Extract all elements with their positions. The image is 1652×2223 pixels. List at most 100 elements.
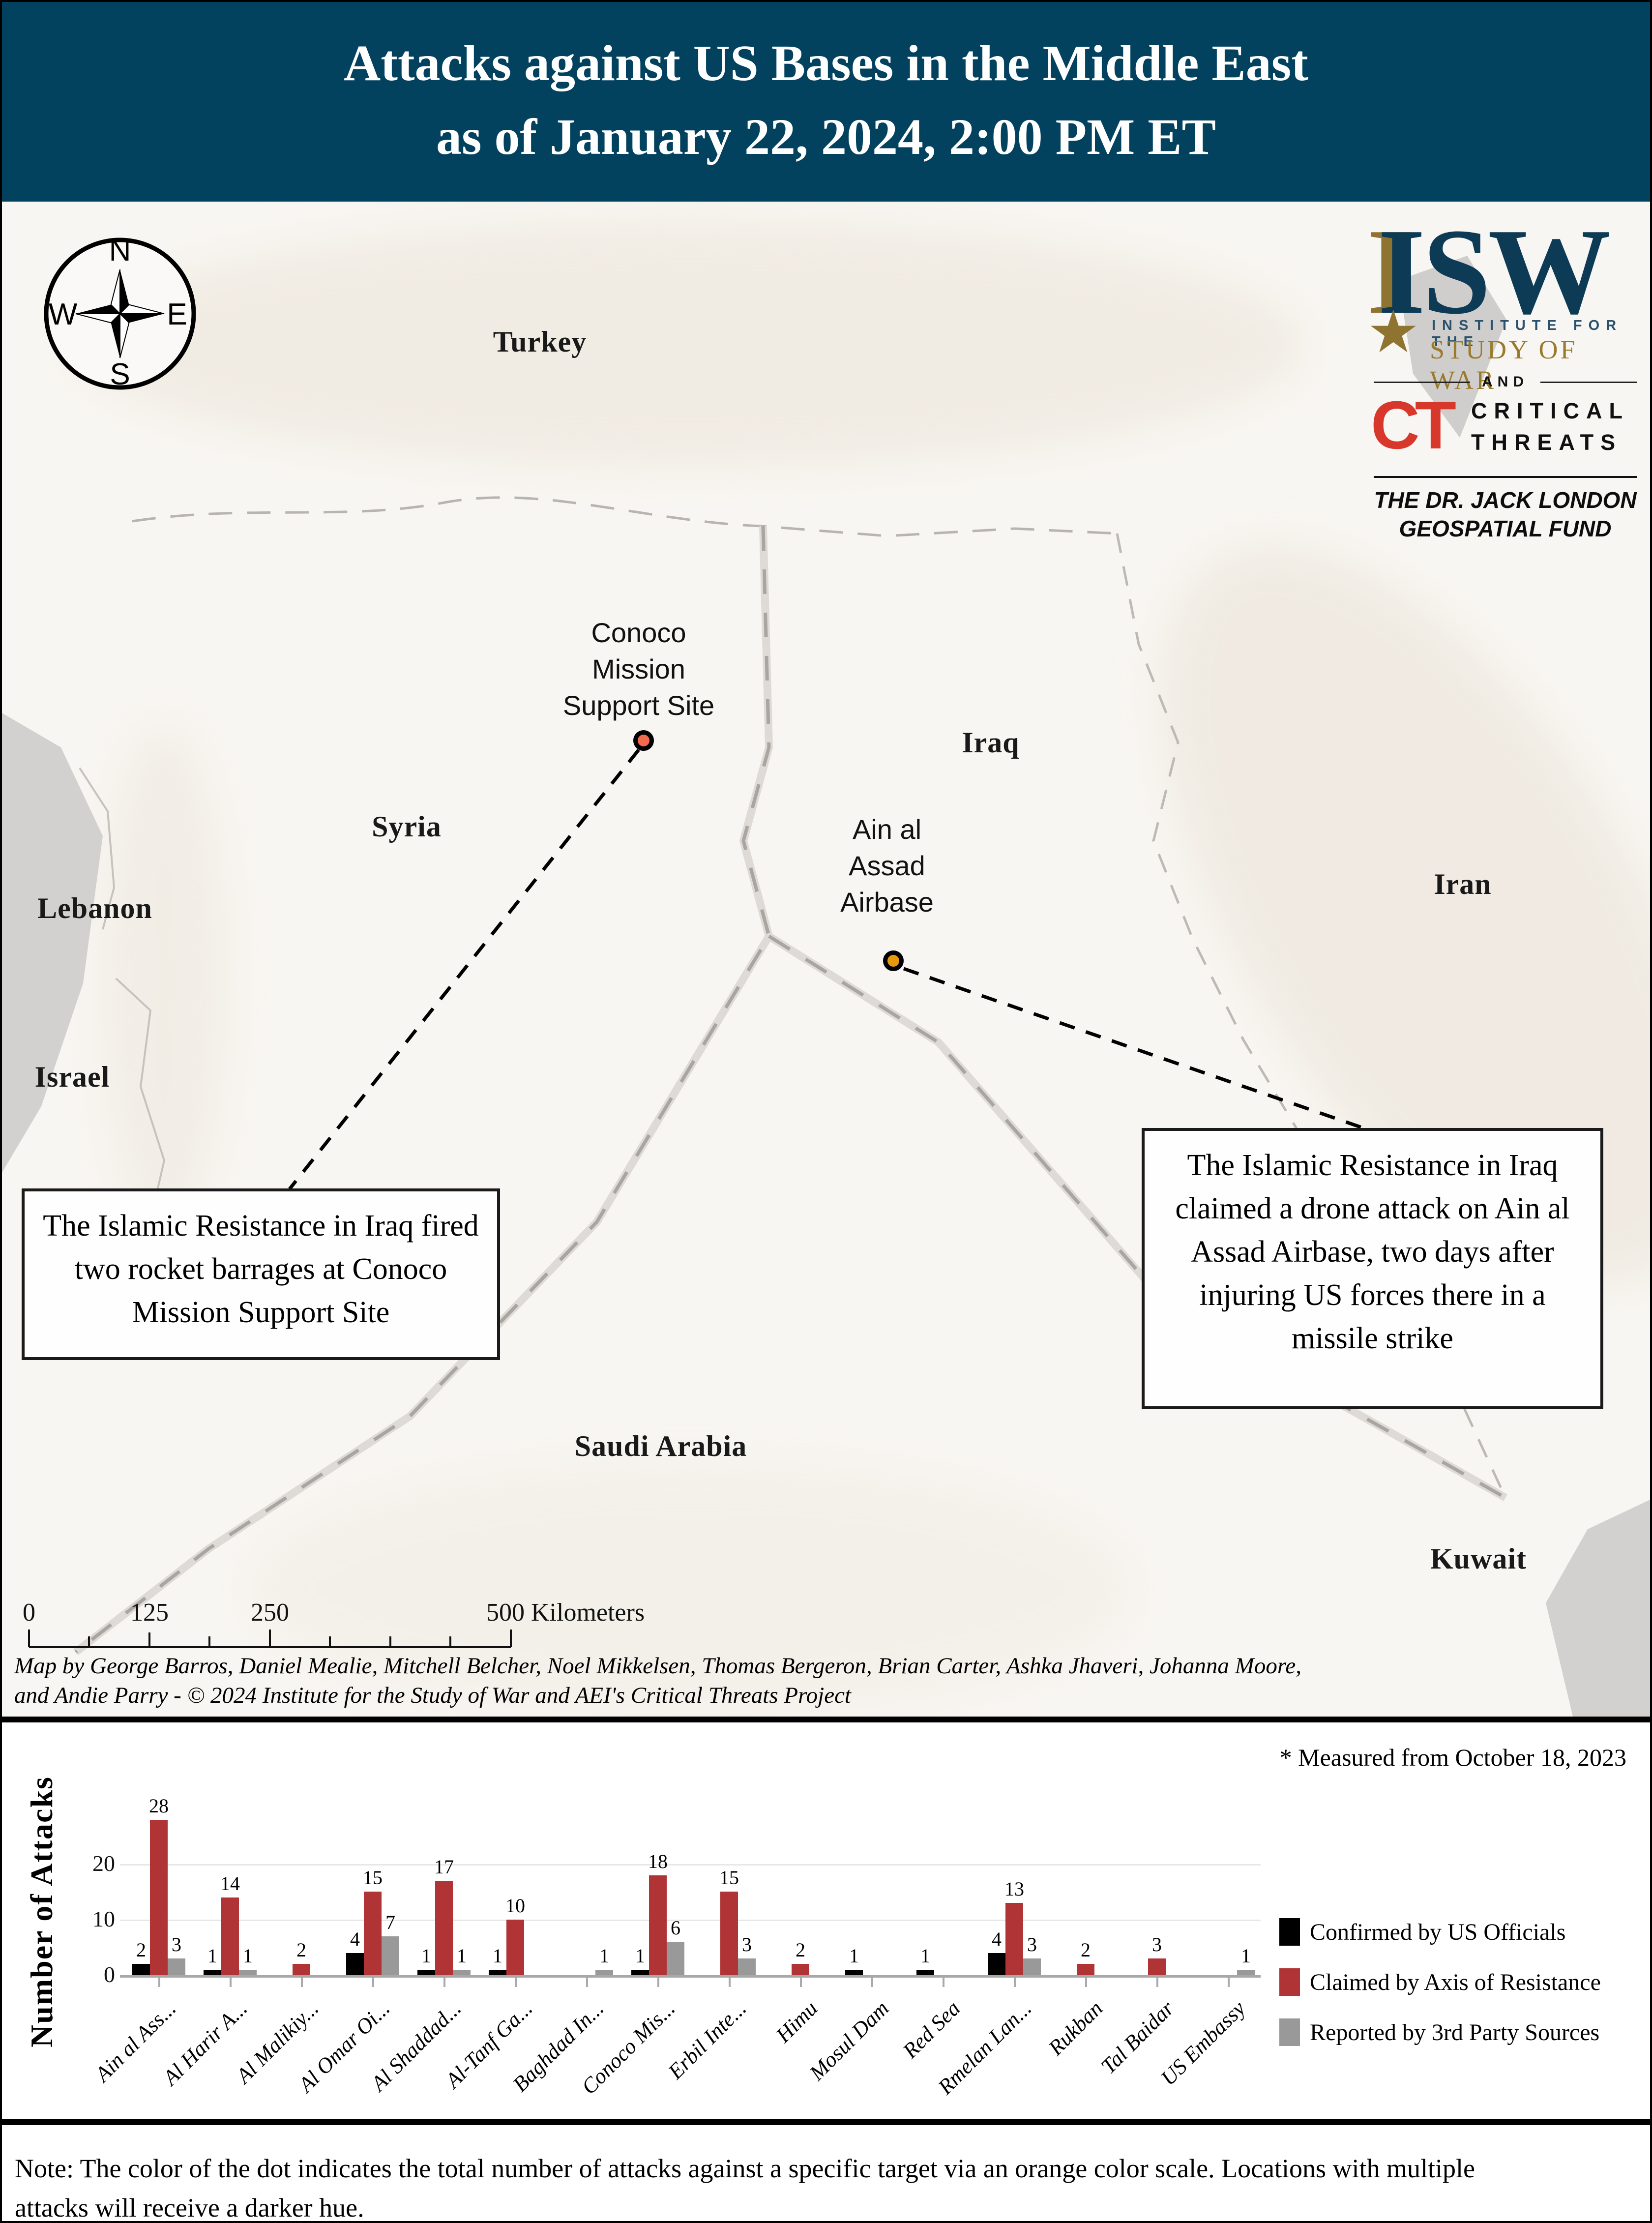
bar-confirmed-by-us-officials-1 [204, 1970, 221, 1975]
bar-reported-by-3rd-party-sources-1 [239, 1970, 257, 1975]
bar-reported-by-3rd-party-sources-8 [738, 1958, 756, 1975]
x-axis-line [120, 1975, 1261, 1978]
country-label-israel: Israel [34, 1061, 110, 1093]
country-label-kuwait: Kuwait [1430, 1542, 1527, 1575]
bar-value-6-2: 1 [599, 1945, 609, 1967]
border-syria-iraq [74, 526, 771, 1654]
bar-reported-by-3rd-party-sources-4 [453, 1970, 471, 1975]
country-label-saudi-arabia: Saudi Arabia [574, 1430, 747, 1462]
ct-threats-text: THREATS [1471, 430, 1622, 455]
x-tick-11 [943, 1977, 944, 1987]
bar-value-8-2: 3 [742, 1933, 752, 1956]
bar-reported-by-3rd-party-sources-6 [595, 1970, 613, 1975]
compass-rose: N E S W [44, 234, 196, 391]
border-iraq-saudi [768, 935, 1506, 1500]
isw-star-icon: ★ [1367, 299, 1420, 365]
bar-claimed-by-axis-of-resistance-14 [1148, 1958, 1166, 1975]
bar-claimed-by-axis-of-resistance-7 [649, 1875, 667, 1975]
bar-reported-by-3rd-party-sources-3 [382, 1936, 399, 1975]
site-label-line: Conoco [591, 617, 686, 648]
bar-claimed-by-axis-of-resistance-4 [435, 1881, 453, 1975]
bar-claimed-by-axis-of-resistance-0 [150, 1820, 168, 1975]
mediterranean-sea [2, 713, 103, 1173]
bar-claimed-by-axis-of-resistance-12 [1005, 1903, 1023, 1975]
country-label-lebanon: Lebanon [37, 892, 152, 924]
bar-reported-by-3rd-party-sources-7 [667, 1942, 684, 1975]
site-label-line: Support Site [562, 690, 715, 721]
y-tick-label-10: 10 [92, 1906, 115, 1931]
legend-swatch-icon [1279, 2018, 1300, 2046]
bar-value-7-1: 18 [648, 1850, 668, 1872]
caspian-sea [1398, 256, 1506, 438]
bar-confirmed-by-us-officials-4 [417, 1970, 435, 1975]
border-lebanon-israel [79, 767, 166, 1221]
chart-footnote: * Measured from October 18, 2023 [1279, 1744, 1626, 1771]
map-base-layer: N E S W [2, 221, 1650, 1717]
compass-letter-e: E [167, 297, 187, 331]
title-line-1: Attacks against US Bases in the Middle E… [344, 35, 1308, 91]
note-box: Note: The color of the dot indicates the… [2, 2119, 1650, 2221]
bar-value-12-0: 4 [992, 1928, 1002, 1950]
callout-assad: The Islamic Resistance in Iraq claimed a… [1142, 1128, 1603, 1409]
x-tick-0 [158, 1977, 160, 1987]
bar-value-4-0: 1 [421, 1945, 431, 1967]
scale-label-0: 0 [23, 1599, 35, 1627]
legend-label: Confirmed by US Officials [1310, 1919, 1566, 1945]
legend-row-claimed-by-axis-of-resistance: Claimed by Axis of Resistance [1279, 1968, 1601, 1996]
x-tick-7 [657, 1977, 659, 1987]
logo-and-text: AND [1482, 374, 1529, 390]
terrain-shade-saudi [248, 1460, 1133, 1716]
bar-value-3-0: 4 [350, 1928, 360, 1950]
logo-rule-left [1374, 381, 1470, 383]
title-line-2: as of January 22, 2024, 2:00 PM ET [436, 109, 1216, 165]
bar-value-12-1: 13 [1004, 1878, 1024, 1900]
site-label-line: Airbase [840, 887, 934, 918]
site-label-line: Mission [592, 653, 685, 684]
bar-value-2-1: 2 [296, 1939, 306, 1961]
x-tick-4 [443, 1977, 445, 1987]
legend-row-reported-by-3rd-party-sources: Reported by 3rd Party Sources [1279, 2018, 1601, 2046]
bar-value-12-2: 3 [1027, 1933, 1037, 1956]
y-tick-label-20: 20 [92, 1851, 115, 1876]
site-dot-0 [633, 730, 654, 751]
bar-value-3-2: 7 [385, 1911, 395, 1933]
x-tick-8 [729, 1977, 731, 1987]
legend-row-confirmed-by-us-officials: Confirmed by US Officials [1279, 1918, 1601, 1946]
bar-value-5-0: 1 [493, 1945, 502, 1967]
map-chart-divider [2, 1717, 1650, 1722]
bar-value-1-1: 14 [220, 1872, 240, 1895]
logo-and-row: AND [1374, 374, 1637, 390]
site-label-0: Conoco Mission Support Site [491, 615, 786, 724]
attribution-line-1: Map by George Barros, Daniel Mealie, Mit… [14, 1653, 1301, 1679]
compass-letter-s: S [110, 357, 130, 391]
site-label-line: Ain al [852, 814, 922, 845]
x-tick-15 [1228, 1977, 1230, 1987]
bar-value-0-1: 28 [149, 1795, 169, 1817]
x-tick-6 [586, 1977, 588, 1987]
note-line-1: Note: The color of the dot indicates the… [15, 2154, 1475, 2183]
bar-claimed-by-axis-of-resistance-13 [1077, 1964, 1094, 1975]
bar-value-1-2: 1 [243, 1945, 253, 1967]
legend-label: Reported by 3rd Party Sources [1310, 2019, 1600, 2045]
legend-label: Claimed by Axis of Resistance [1310, 1969, 1601, 1995]
bar-claimed-by-axis-of-resistance-5 [506, 1920, 524, 1975]
bar-value-10-0: 1 [849, 1945, 859, 1967]
site-label-line: Assad [849, 850, 925, 881]
fund-line-2: GEOSPATIAL FUND [1399, 516, 1612, 541]
leader-line-conoco [288, 748, 640, 1190]
bar-value-4-2: 1 [457, 1945, 467, 1967]
isw-logo-gold-i: I [1367, 204, 1415, 340]
terrain-shade-levant [100, 723, 228, 1234]
bar-confirmed-by-us-officials-0 [132, 1964, 150, 1975]
bar-reported-by-3rd-party-sources-12 [1023, 1958, 1041, 1975]
map-attribution: Map by George Barros, Daniel Mealie, Mit… [14, 1651, 1301, 1710]
bar-value-4-1: 17 [434, 1856, 454, 1878]
x-tick-14 [1156, 1977, 1158, 1987]
x-tick-5 [515, 1977, 517, 1987]
bar-value-0-2: 3 [172, 1933, 181, 1956]
isw-logo-text: ISW [1378, 204, 1611, 340]
bar-confirmed-by-us-officials-11 [916, 1970, 934, 1975]
border-turkey-syria [132, 496, 1118, 537]
legend-swatch-icon [1279, 1968, 1300, 1996]
